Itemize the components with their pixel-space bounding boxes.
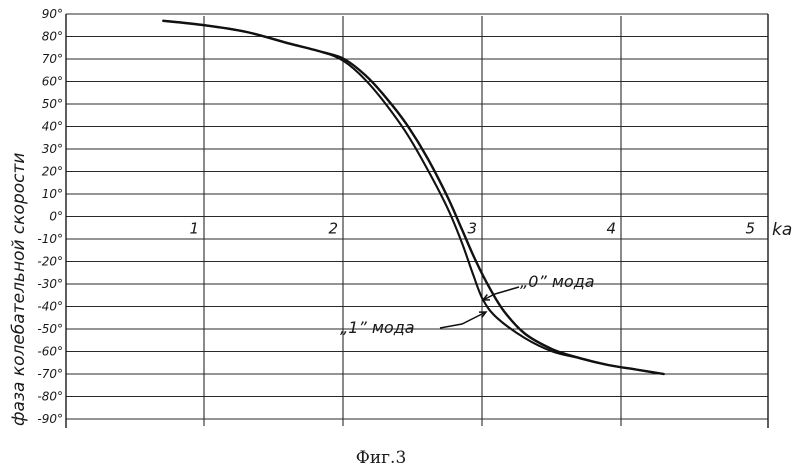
y-tick-label: 40° (42, 120, 63, 134)
y-tick-label: -90° (37, 412, 63, 426)
y-tick-label: -50° (37, 322, 63, 336)
x-tick-label: 4 (606, 220, 616, 238)
leader-line-mode-0 (483, 287, 519, 300)
figure-caption: Фиг.3 (356, 448, 407, 468)
y-tick-label: 20° (42, 165, 63, 179)
y-tick-label: 10° (42, 187, 63, 201)
y-tick-label: -40° (37, 300, 63, 314)
x-tick-label: 1 (189, 220, 199, 238)
leader-line-mode-1 (440, 312, 486, 328)
x-tick-label: 5 (745, 220, 755, 238)
y-tick-label: -10° (37, 232, 63, 246)
x-tick-label: 3 (467, 220, 477, 238)
annotation-mode-0: „0” мода (520, 272, 595, 291)
x-axis-label: ka (772, 220, 792, 240)
y-tick-label: 80° (42, 30, 63, 44)
chart-grid (66, 14, 768, 428)
x-tick-label: 2 (328, 220, 338, 238)
y-tick-label: 90° (42, 7, 63, 21)
y-tick-label: -20° (37, 255, 63, 269)
y-tick-label: 30° (42, 142, 63, 156)
x-tick-labels: 1 2 3 4 5 (189, 220, 755, 238)
y-tick-label: -30° (37, 277, 63, 291)
annotation-mode-1: „1” мода (340, 318, 415, 337)
y-tick-label: -70° (37, 367, 63, 381)
y-tick-label: -60° (37, 345, 63, 359)
y-tick-label: 60° (42, 75, 63, 89)
y-axis-label: фаза колебательной скорости (9, 153, 29, 426)
y-tick-label: 70° (42, 52, 63, 66)
y-tick-label: 0° (49, 210, 63, 224)
y-tick-label: -80° (37, 390, 63, 404)
annotations: „0” мода „1” мода (340, 272, 595, 337)
y-tick-labels: 90° 80° 70° 60° 50° 40° 30° 20° 10° 0° -10° -20° -30… (37, 7, 63, 426)
y-tick-label: 50° (42, 97, 63, 111)
